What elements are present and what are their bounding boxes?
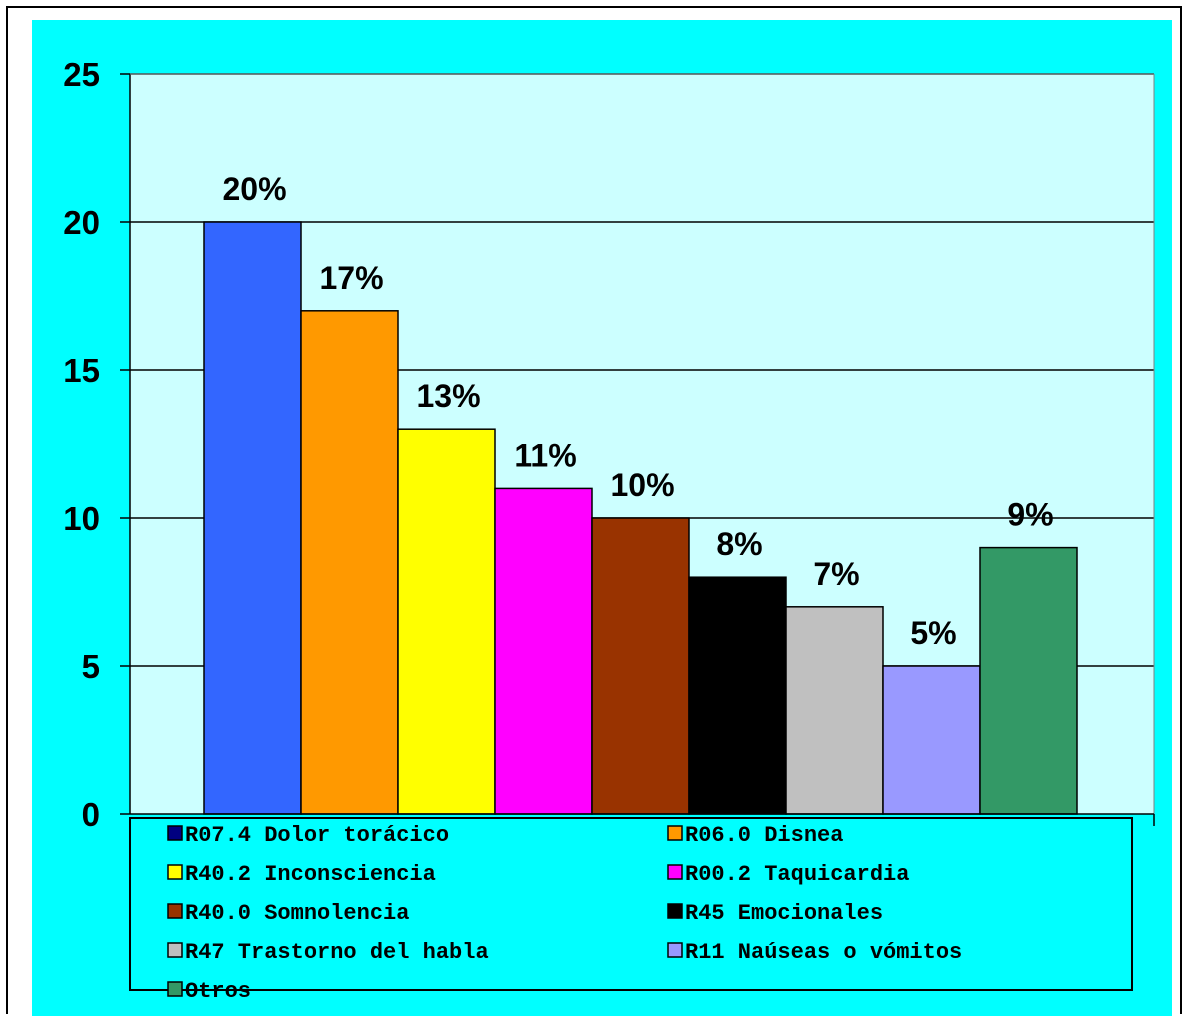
y-tick-label: 5 — [82, 648, 100, 685]
y-axis-ticks: 0 5 10 15 20 25 — [63, 56, 130, 833]
y-tick-label: 10 — [63, 500, 100, 537]
data-label: 8% — [716, 526, 762, 562]
legend-label: R40.2 Inconsciencia — [185, 862, 436, 887]
legend-label: Otros — [185, 979, 251, 1004]
y-tick-label: 15 — [63, 352, 100, 389]
data-labels: 20% 17% 13% 11% 10% 8% 7% 5% 9% — [222, 171, 1053, 651]
bar — [688, 576, 787, 815]
bar — [397, 428, 496, 815]
y-tick-label: 0 — [82, 796, 100, 833]
legend-swatch — [167, 981, 183, 997]
bar — [882, 665, 981, 815]
legend-label: R11 Naúseas o vómitos — [685, 940, 962, 965]
bar-chart: 20% 17% 13% 11% 10% 8% 7% 5% 9% 0 5 10 15 20 25 R07.4… — [32, 20, 1172, 1016]
y-tick-label: 25 — [63, 56, 100, 93]
y-tick-label: 20 — [63, 204, 100, 241]
legend-swatch — [667, 942, 683, 958]
legend-label: R07.4 Dolor torácico — [185, 823, 449, 848]
legend-swatch — [667, 864, 683, 880]
data-label: 17% — [319, 260, 383, 296]
legend-label: R47 Trastorno del habla — [185, 940, 489, 965]
data-label: 7% — [813, 556, 859, 592]
bar — [979, 546, 1078, 815]
legend-swatch — [667, 903, 683, 919]
data-label: 11% — [514, 437, 576, 473]
legend-label: R45 Emocionales — [685, 901, 883, 926]
legend-swatch — [167, 942, 183, 958]
data-label: 20% — [222, 171, 286, 207]
bar — [591, 517, 690, 815]
legend-label: R40.0 Somnolencia — [185, 901, 409, 926]
chart-frame: 20% 17% 13% 11% 10% 8% 7% 5% 9% 0 5 10 15 20 25 R07.4… — [6, 6, 1182, 1016]
legend-swatch — [667, 825, 683, 841]
bar — [203, 221, 302, 815]
legend-swatch — [167, 825, 183, 841]
bar — [494, 487, 593, 815]
data-label: 10% — [610, 467, 674, 503]
bar — [785, 606, 884, 815]
axes — [129, 73, 1155, 826]
data-label: 9% — [1007, 497, 1053, 533]
bars — [203, 221, 1078, 815]
legend: R07.4 Dolor torácico R06.0 Disnea R40.2 In… — [129, 817, 1133, 1004]
legend-label: R06.0 Disnea — [685, 823, 843, 848]
legend-swatch — [167, 903, 183, 919]
data-label: 13% — [416, 378, 480, 414]
legend-label: R00.2 Taquicardia — [685, 862, 909, 887]
bar — [300, 310, 399, 815]
legend-swatch — [167, 864, 183, 880]
legend-box — [129, 817, 1133, 991]
data-label: 5% — [910, 615, 956, 651]
